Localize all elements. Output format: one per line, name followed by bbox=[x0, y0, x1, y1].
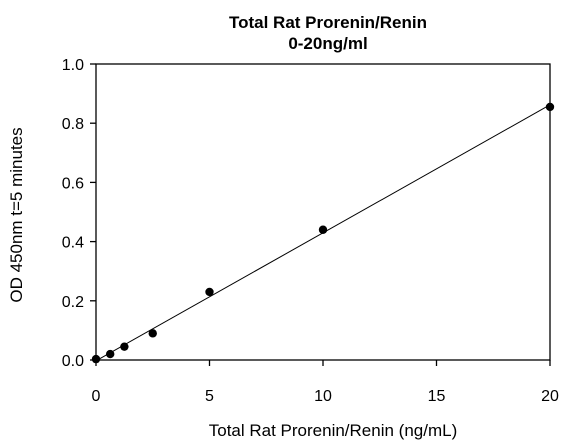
data-point bbox=[120, 342, 129, 351]
y-axis-label: OD 450nm t=5 minutes bbox=[7, 127, 26, 302]
x-tick-label: 5 bbox=[205, 388, 214, 405]
plot-frame bbox=[95, 63, 551, 361]
data-point bbox=[318, 225, 328, 234]
data-point bbox=[148, 329, 157, 338]
data-point bbox=[91, 354, 101, 364]
x-tick-label: 20 bbox=[541, 388, 559, 405]
y-tick-label: 0.2 bbox=[62, 294, 84, 311]
y-tick-label: 1.0 bbox=[62, 57, 84, 74]
chart-subtitle: 0-20ng/ml bbox=[288, 34, 367, 53]
plot-area: 0.0 0.2 0.4 0.6 0.8 1.0 0 5 10 15 20 bbox=[62, 57, 559, 405]
x-tick-label: 10 bbox=[314, 388, 332, 405]
y-tick-label: 0.0 bbox=[62, 353, 84, 370]
y-tick-label: 0.6 bbox=[62, 175, 84, 192]
data-point bbox=[205, 287, 214, 297]
chart-title: Total Rat Prorenin/Renin bbox=[229, 13, 427, 32]
data-point bbox=[105, 349, 115, 359]
x-tick-label: 15 bbox=[428, 388, 446, 405]
y-tick-label: 0.4 bbox=[62, 235, 84, 252]
data-point bbox=[545, 102, 555, 112]
y-tick-label: 0.8 bbox=[62, 116, 84, 133]
x-tick-label: 0 bbox=[92, 388, 101, 405]
x-axis-label: Total Rat Prorenin/Renin (ng/mL) bbox=[209, 421, 458, 440]
